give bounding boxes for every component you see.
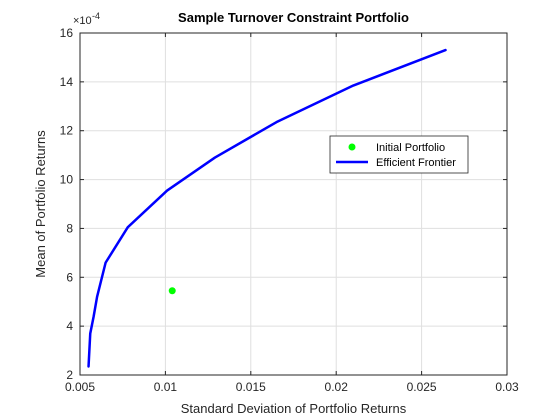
y-exponent-power: -4: [92, 11, 100, 21]
plot-area: [80, 33, 507, 375]
y-tick-label: 14: [60, 75, 74, 89]
y-exponent-base: ×10: [73, 15, 92, 27]
legend-box: [329, 135, 469, 174]
efficient-frontier-line: [87, 48, 447, 368]
y-tick-label: 16: [60, 26, 74, 40]
axes-box: [79, 32, 508, 376]
legend-point-swatch: [348, 143, 356, 151]
y-tick-label: 2: [66, 368, 73, 382]
x-tick-label: 0.005: [65, 380, 95, 394]
x-tick-label: 0.015: [236, 380, 266, 394]
initial-portfolio-point: [168, 287, 176, 295]
y-axis-exponent: ×10 -4: [73, 11, 100, 27]
x-tick-label: 0.02: [325, 380, 349, 394]
y-tick-label: 10: [60, 173, 74, 187]
legend-entry-label: Initial Portfolio: [376, 142, 445, 154]
chart-title: Sample Turnover Constraint Portfolio: [178, 10, 409, 25]
x-tick-label: 0.03: [495, 380, 519, 394]
y-tick-label: 12: [60, 124, 74, 138]
x-tick-label: 0.025: [407, 380, 437, 394]
y-tick-label: 8: [66, 221, 73, 235]
legend-entry-label: Efficient Frontier: [376, 157, 456, 169]
y-axis-label: Mean of Portfolio Returns: [33, 130, 48, 278]
x-axis-label: Standard Deviation of Portfolio Returns: [181, 401, 407, 416]
ticks: 0.005 0.01 0.015 0.02 0.025 0.03 2 4 6 8 10 12 14 16: [60, 26, 519, 394]
x-tick-label: 0.01: [154, 380, 178, 394]
y-tick-label: 6: [66, 270, 73, 284]
y-tick-label: 4: [66, 319, 73, 333]
legend: Initial Portfolio Efficient Frontier: [329, 135, 469, 174]
series-layer: [87, 48, 447, 368]
